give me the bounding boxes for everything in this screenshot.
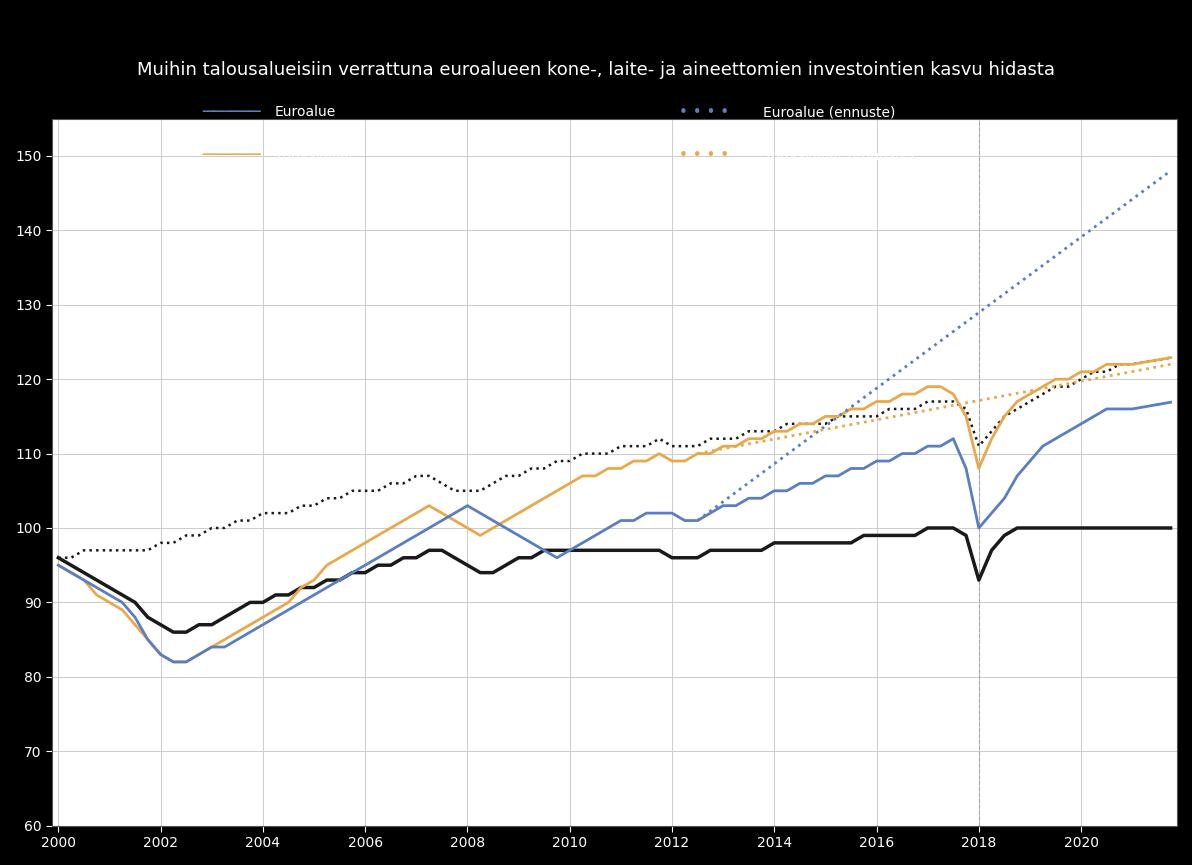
Text: ─────: ───── — [203, 103, 261, 122]
Text: Euroalue (ennuste): Euroalue (ennuste) — [763, 106, 895, 119]
Text: Muihin talousalueisiin verrattuna euroalueen kone-, laite- ja aineettomien inves: Muihin talousalueisiin verrattuna euroal… — [137, 61, 1055, 79]
Text: Yhdysvallat (ennuste): Yhdysvallat (ennuste) — [763, 149, 914, 163]
Text: Euroalue: Euroalue — [274, 106, 335, 119]
Text: ─────: ───── — [203, 146, 261, 165]
Text: • • • •: • • • • — [679, 105, 730, 120]
Text: • • • •: • • • • — [679, 148, 730, 163]
Text: Yhdysvallat: Yhdysvallat — [274, 149, 354, 163]
